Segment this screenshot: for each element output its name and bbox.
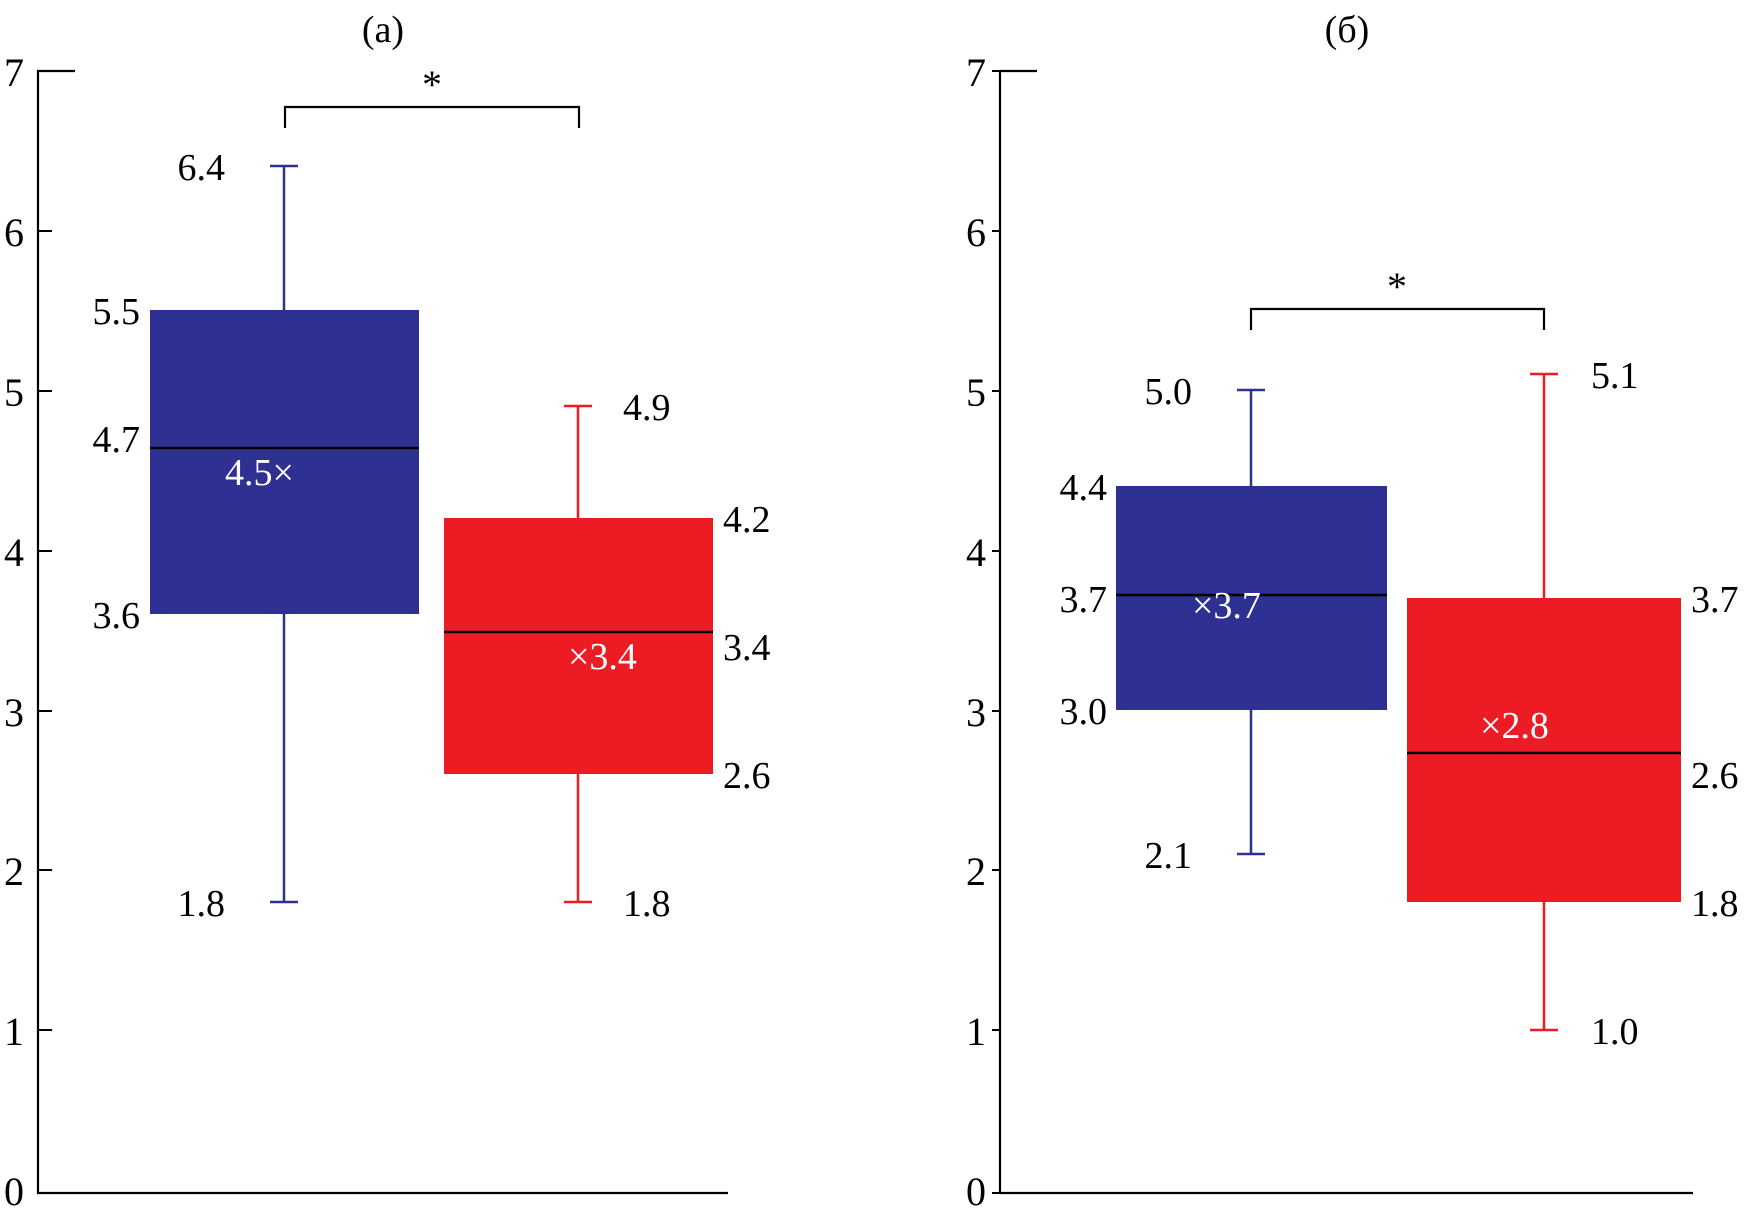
- svg-text:2: 2: [966, 849, 986, 894]
- svg-text:6.4: 6.4: [178, 147, 226, 189]
- svg-text:×2.8: ×2.8: [1480, 705, 1549, 747]
- svg-text:1.8: 1.8: [1691, 883, 1739, 925]
- svg-text:2.1: 2.1: [1145, 835, 1193, 877]
- svg-text:3: 3: [966, 690, 986, 735]
- svg-text:4.7: 4.7: [93, 419, 141, 461]
- svg-text:1.8: 1.8: [623, 883, 671, 925]
- svg-text:4.4: 4.4: [1060, 467, 1108, 509]
- svg-text:1: 1: [4, 1009, 24, 1054]
- svg-text:×3.7: ×3.7: [1192, 585, 1261, 627]
- svg-text:3.6: 3.6: [93, 595, 141, 637]
- svg-text:(б): (б): [1325, 9, 1370, 51]
- svg-text:*: *: [1387, 264, 1407, 309]
- svg-text:1.0: 1.0: [1591, 1011, 1639, 1053]
- svg-text:5: 5: [966, 370, 986, 415]
- svg-text:4.9: 4.9: [623, 387, 671, 429]
- svg-text:(a): (a): [362, 9, 404, 51]
- svg-text:3: 3: [4, 690, 24, 735]
- svg-text:6: 6: [966, 210, 986, 255]
- svg-text:4.5×: 4.5×: [225, 452, 294, 494]
- svg-text:3.0: 3.0: [1060, 691, 1108, 733]
- svg-text:0: 0: [4, 1169, 24, 1214]
- svg-text:4: 4: [966, 530, 986, 575]
- svg-text:0: 0: [966, 1169, 986, 1214]
- svg-text:*: *: [422, 62, 442, 107]
- svg-text:6: 6: [4, 210, 24, 255]
- svg-text:5.0: 5.0: [1145, 371, 1193, 413]
- svg-text:2.6: 2.6: [1691, 755, 1739, 797]
- svg-text:4: 4: [4, 530, 24, 575]
- svg-text:2: 2: [4, 849, 24, 894]
- svg-text:3.4: 3.4: [723, 627, 771, 669]
- svg-text:3.7: 3.7: [1060, 579, 1108, 621]
- svg-text:7: 7: [966, 50, 986, 95]
- svg-text:7: 7: [4, 50, 24, 95]
- svg-text:1.8: 1.8: [178, 883, 226, 925]
- svg-text:3.7: 3.7: [1691, 579, 1739, 621]
- svg-text:5: 5: [4, 370, 24, 415]
- svg-text:4.2: 4.2: [723, 499, 771, 541]
- svg-text:5.5: 5.5: [93, 291, 141, 333]
- svg-text:2.6: 2.6: [723, 755, 771, 797]
- svg-text:5.1: 5.1: [1591, 355, 1639, 397]
- svg-text:1: 1: [966, 1009, 986, 1054]
- svg-text:×3.4: ×3.4: [568, 636, 637, 678]
